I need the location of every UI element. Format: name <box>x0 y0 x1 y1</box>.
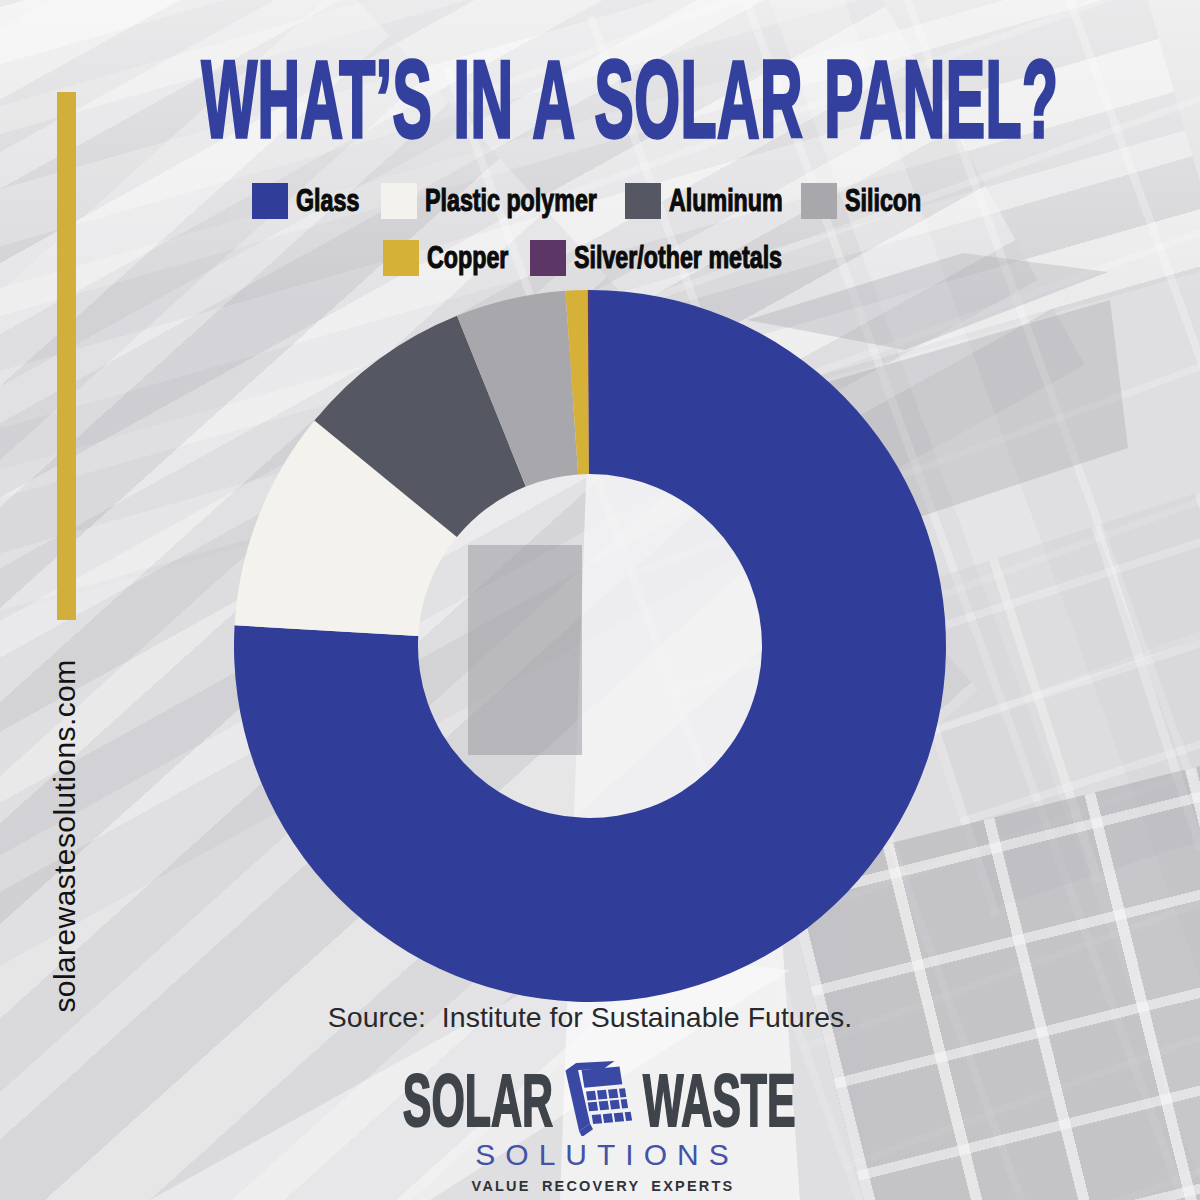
logo-solutions: SOLUTIONS <box>2 1138 1200 1172</box>
infographic: solarewastesolutions.com WHAT’S IN A SOL… <box>0 0 1200 1200</box>
logo-word-waste: WASTE <box>643 1066 796 1136</box>
logo: SOLAR WASTE <box>0 1056 1200 1136</box>
source-text: Source: Institute for Sustainable Future… <box>0 1001 1180 1034</box>
logo-word-solar: SOLAR <box>403 1066 553 1136</box>
calculator-icon <box>562 1058 634 1136</box>
logo-tagline: VALUE RECOVERY EXPERTS <box>2 1178 1200 1194</box>
